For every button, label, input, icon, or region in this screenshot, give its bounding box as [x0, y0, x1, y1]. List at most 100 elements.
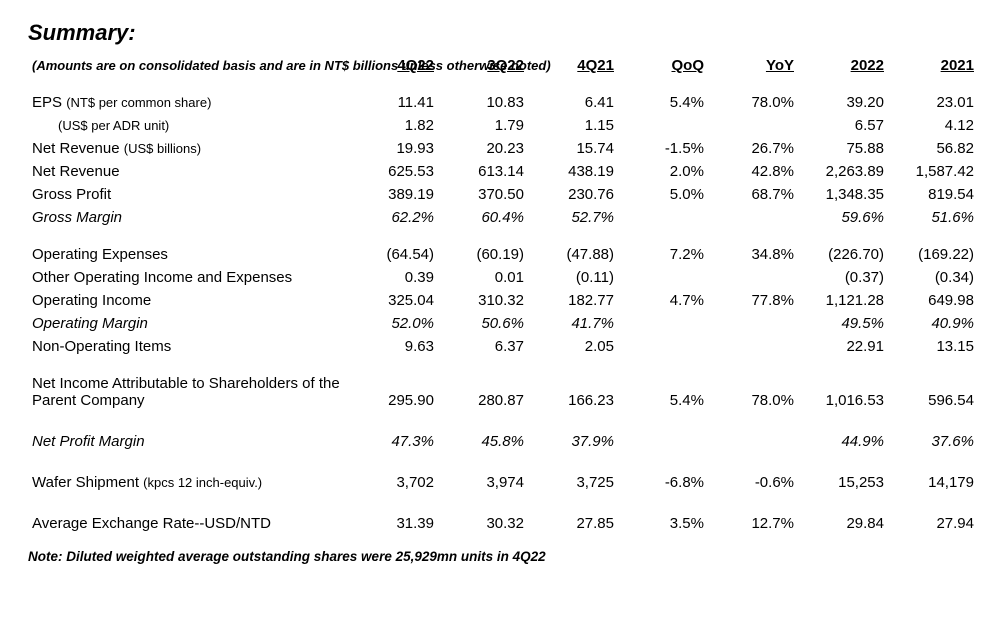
cell: 37.9%	[528, 430, 618, 453]
cell	[618, 312, 708, 335]
cell: 40.9%	[888, 312, 978, 335]
cell: 78.0%	[708, 372, 798, 412]
cell: 10.83	[438, 91, 528, 114]
cell: 29.84	[798, 512, 888, 535]
cell: 389.19	[348, 183, 438, 206]
cell: 78.0%	[708, 91, 798, 114]
row-label: Gross Margin	[28, 206, 348, 229]
cell: 75.88	[798, 137, 888, 160]
table-row: Net Profit Margin47.3%45.8%37.9%44.9%37.…	[28, 430, 978, 453]
cell: 56.82	[888, 137, 978, 160]
cell: 51.6%	[888, 206, 978, 229]
cell: 4.12	[888, 114, 978, 137]
cell: 12.7%	[708, 512, 798, 535]
cell: (226.70)	[798, 243, 888, 266]
cell: 15,253	[798, 471, 888, 494]
cell: 34.8%	[708, 243, 798, 266]
table-row: (US$ per ADR unit)1.821.791.156.574.12	[28, 114, 978, 137]
cell: (0.11)	[528, 266, 618, 289]
cell: 3,725	[528, 471, 618, 494]
cell: 77.8%	[708, 289, 798, 312]
col-header: 2021	[888, 54, 978, 77]
cell: 5.4%	[618, 91, 708, 114]
cell: 370.50	[438, 183, 528, 206]
cell: (0.37)	[798, 266, 888, 289]
cell: -1.5%	[618, 137, 708, 160]
row-label: Net Income Attributable to Shareholders …	[28, 372, 348, 412]
cell: 4.7%	[618, 289, 708, 312]
cell: 280.87	[438, 372, 528, 412]
table-row	[28, 229, 978, 243]
cell	[708, 114, 798, 137]
cell: 23.01	[888, 91, 978, 114]
table-row: Average Exchange Rate--USD/NTD31.3930.32…	[28, 512, 978, 535]
cell: 60.4%	[438, 206, 528, 229]
cell: 1,121.28	[798, 289, 888, 312]
cell: 20.23	[438, 137, 528, 160]
cell: 41.7%	[528, 312, 618, 335]
cell: 1.82	[348, 114, 438, 137]
table-header-row: (Amounts are on consolidated basis and a…	[28, 54, 978, 77]
cell: 52.7%	[528, 206, 618, 229]
cell: 47.3%	[348, 430, 438, 453]
financial-summary-table: (Amounts are on consolidated basis and a…	[28, 54, 978, 535]
cell	[708, 312, 798, 335]
table-row: Net Revenue625.53613.14438.192.0%42.8%2,…	[28, 160, 978, 183]
cell: 15.74	[528, 137, 618, 160]
cell: 1,587.42	[888, 160, 978, 183]
cell: 14,179	[888, 471, 978, 494]
cell: 27.85	[528, 512, 618, 535]
cell: 6.41	[528, 91, 618, 114]
cell: -6.8%	[618, 471, 708, 494]
table-row: Operating Margin52.0%50.6%41.7%49.5%40.9…	[28, 312, 978, 335]
cell: 182.77	[528, 289, 618, 312]
cell: 625.53	[348, 160, 438, 183]
cell: 68.7%	[708, 183, 798, 206]
row-label: Net Profit Margin	[28, 430, 348, 453]
cell: 819.54	[888, 183, 978, 206]
cell: 1,016.53	[798, 372, 888, 412]
table-row: Operating Expenses(64.54)(60.19)(47.88)7…	[28, 243, 978, 266]
cell: 31.39	[348, 512, 438, 535]
cell: 438.19	[528, 160, 618, 183]
cell: 649.98	[888, 289, 978, 312]
row-label: Operating Income	[28, 289, 348, 312]
cell: 42.8%	[708, 160, 798, 183]
cell	[708, 430, 798, 453]
cell: 5.0%	[618, 183, 708, 206]
table-row: Net Revenue (US$ billions)19.9320.2315.7…	[28, 137, 978, 160]
table-row: Gross Profit389.19370.50230.765.0%68.7%1…	[28, 183, 978, 206]
cell: 50.6%	[438, 312, 528, 335]
cell: 596.54	[888, 372, 978, 412]
cell	[708, 266, 798, 289]
cell	[618, 114, 708, 137]
cell: (64.54)	[348, 243, 438, 266]
cell: 230.76	[528, 183, 618, 206]
cell: 7.2%	[618, 243, 708, 266]
cell: 1.79	[438, 114, 528, 137]
cell: 6.37	[438, 335, 528, 358]
footnote: Note: Diluted weighted average outstandi…	[28, 549, 972, 564]
col-header: YoY	[708, 54, 798, 77]
col-header: QoQ	[618, 54, 708, 77]
cell: 52.0%	[348, 312, 438, 335]
cell	[618, 335, 708, 358]
cell: 22.91	[798, 335, 888, 358]
cell: 27.94	[888, 512, 978, 535]
row-label: Non-Operating Items	[28, 335, 348, 358]
cell: 0.39	[348, 266, 438, 289]
cell: 3,974	[438, 471, 528, 494]
table-row	[28, 453, 978, 471]
cell	[618, 206, 708, 229]
table-row: Net Income Attributable to Shareholders …	[28, 372, 978, 412]
cell: 2,263.89	[798, 160, 888, 183]
cell: (0.34)	[888, 266, 978, 289]
cell: (47.88)	[528, 243, 618, 266]
row-label: Operating Margin	[28, 312, 348, 335]
cell: 5.4%	[618, 372, 708, 412]
row-label: Operating Expenses	[28, 243, 348, 266]
cell: 11.41	[348, 91, 438, 114]
table-row: EPS (NT$ per common share)11.4110.836.41…	[28, 91, 978, 114]
table-row: Operating Income325.04310.32182.774.7%77…	[28, 289, 978, 312]
cell: 0.01	[438, 266, 528, 289]
